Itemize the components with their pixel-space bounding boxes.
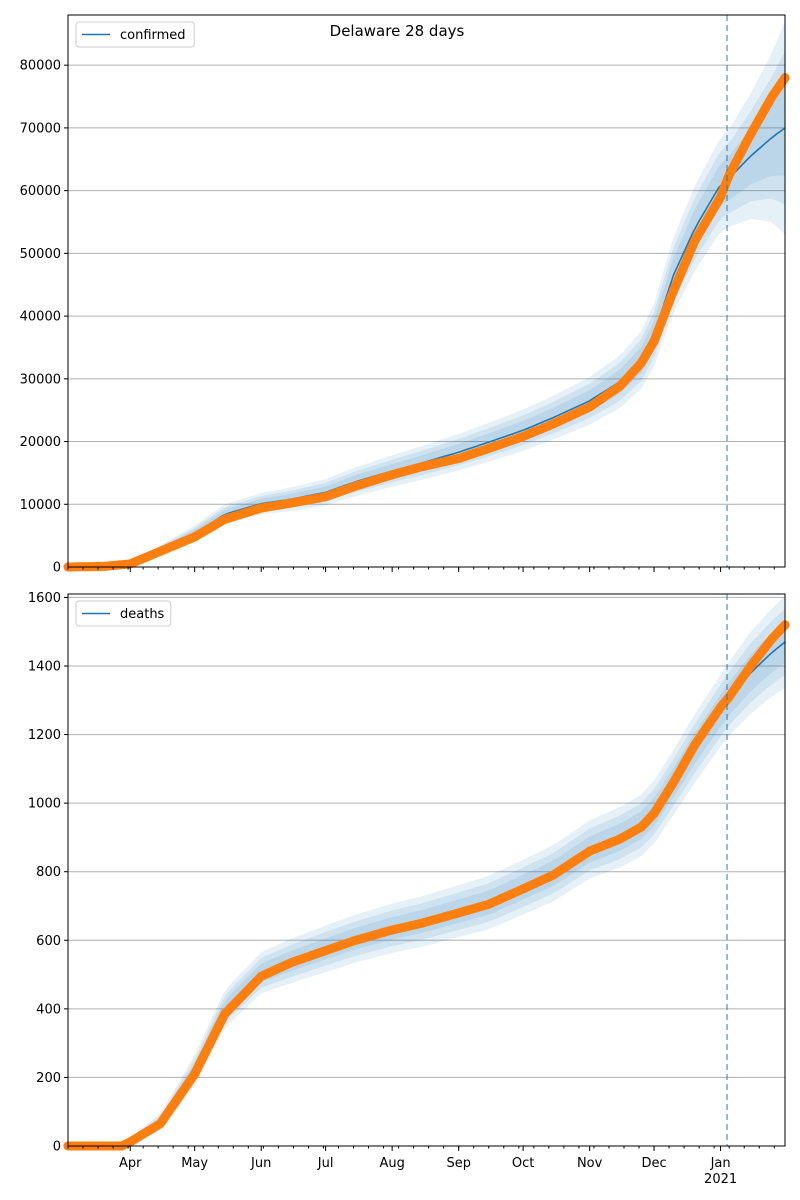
y-tick-label: 400	[36, 1002, 61, 1017]
x-year-label: 2021	[704, 1172, 737, 1187]
y-tick-label: 0	[53, 1140, 61, 1155]
legend-box	[75, 21, 195, 48]
y-tick-label: 50000	[20, 247, 61, 262]
plot-frame	[67, 593, 786, 1147]
uncertainty-band-2	[68, 51, 785, 568]
y-tick-label: 60000	[20, 184, 61, 199]
y-tick-label: 40000	[20, 310, 61, 325]
observed-trace	[63, 73, 790, 572]
x-tick-label: Dec	[641, 1156, 666, 1171]
legend-box	[75, 600, 172, 627]
uncertainty-band-1	[68, 595, 785, 1146]
y-tick-label: 30000	[20, 372, 61, 387]
uncertainty-band-1	[68, 21, 785, 568]
y-tick-label: 0	[53, 561, 61, 576]
y-tick-label: 200	[36, 1071, 61, 1086]
x-tick-label: Aug	[379, 1156, 404, 1171]
y-tick-label: 80000	[20, 59, 61, 74]
y-tick-label: 70000	[20, 121, 61, 136]
x-tick-label: Jul	[317, 1156, 334, 1171]
y-tick-label: 1200	[28, 728, 61, 743]
x-tick-label: Apr	[119, 1156, 142, 1171]
x-tick-label: May	[181, 1156, 208, 1171]
uncertainty-band-3	[68, 621, 785, 1146]
x-tick-label: Jan	[710, 1156, 731, 1171]
deaths-panel: 0 200 400 600 800 1000 1200 1400 1600 Apr May Jun Ju…	[28, 591, 790, 1187]
model-line	[67, 127, 786, 568]
y-tick-label: 1000	[28, 797, 61, 812]
model-line	[68, 641, 786, 1147]
y-tick-label: 1400	[28, 660, 61, 675]
chart-title: Delaware 28 days	[330, 22, 465, 40]
y-tick-label: 600	[36, 934, 61, 949]
legend-label: deaths	[120, 607, 165, 622]
y-tick-label: 1600	[28, 591, 61, 606]
y-tick-label: 800	[36, 865, 61, 880]
x-tick-label: Sep	[446, 1156, 471, 1171]
legend-label: confirmed	[120, 28, 186, 43]
x-tick-label: Jun	[250, 1156, 271, 1171]
observed-trace	[63, 620, 790, 1151]
x-tick-label: Oct	[512, 1156, 534, 1171]
uncertainty-band-2	[68, 608, 785, 1146]
uncertainty-band-3	[68, 79, 785, 568]
confirmed-panel: 0 10000 20000 30000 40000 50000 60000 70000 8000…	[20, 14, 790, 576]
plot-frame	[67, 14, 786, 568]
y-tick-label: 20000	[20, 435, 61, 450]
y-tick-label: 10000	[20, 498, 61, 513]
x-tick-label: Nov	[577, 1156, 603, 1171]
